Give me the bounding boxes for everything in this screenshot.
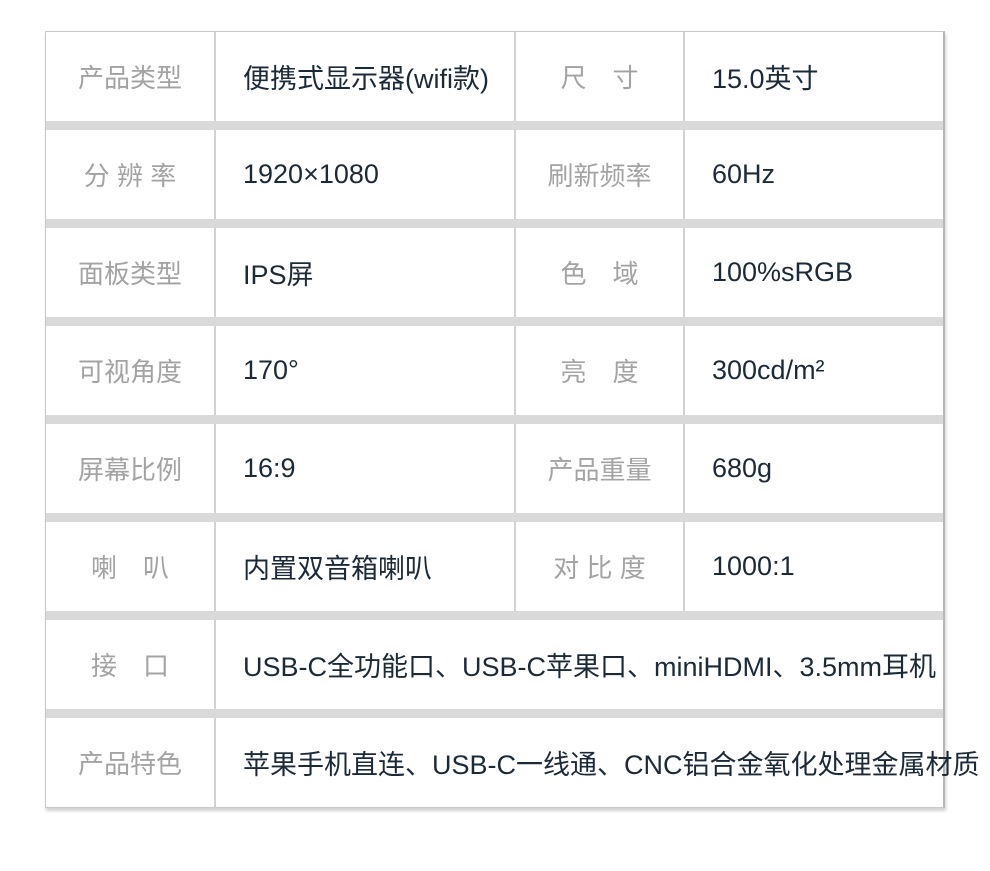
spec-label-size: 尺 寸 xyxy=(514,32,683,121)
spec-label-features: 产品特色 xyxy=(77,749,182,779)
spec-label-refresh-rate: 刷新频率 xyxy=(514,130,683,219)
spec-row-features: 产品特色 苹果手机直连、USB-C一线通、CNC铝合金氧化处理金属材质 xyxy=(46,718,980,807)
spec-label-panel-type: 面板类型 xyxy=(77,259,182,289)
spec-row-ports: 接 口 USB-C全功能口、USB-C苹果口、miniHDMI、3.5mm耳机 xyxy=(46,620,943,718)
spec-value-aspect-ratio: 16:9 xyxy=(214,424,514,513)
spec-row-viewing-angle: 可视角度 170° 亮 度 300cd/m² xyxy=(46,326,943,424)
spec-label-ports: 接 口 xyxy=(90,651,169,681)
spec-row-aspect-ratio: 屏幕比例 16:9 产品重量 680g xyxy=(46,424,943,522)
spec-value-ports: USB-C全功能口、USB-C苹果口、miniHDMI、3.5mm耳机 xyxy=(214,620,943,709)
spec-label-weight: 产品重量 xyxy=(514,424,683,513)
spec-label-resolution: 分 辨 率 xyxy=(83,161,177,191)
spec-label-aspect-ratio: 屏幕比例 xyxy=(77,455,182,485)
spec-row-speaker: 喇 叭 内置双音箱喇叭 对 比 度 1000:1 xyxy=(46,522,943,620)
spec-label-brightness: 亮 度 xyxy=(514,326,683,415)
spec-value-refresh-rate: 60Hz xyxy=(683,130,943,219)
spec-label-color-gamut: 色 域 xyxy=(514,228,683,317)
spec-label-contrast: 对 比 度 xyxy=(514,522,683,611)
spec-value-panel-type: IPS屏 xyxy=(214,228,514,317)
spec-label-speaker: 喇 叭 xyxy=(90,553,169,583)
spec-row-product-type: 产品类型 便携式显示器(wifi款) 尺 寸 15.0英寸 xyxy=(46,32,943,130)
spec-value-weight: 680g xyxy=(683,424,943,513)
spec-value-size: 15.0英寸 xyxy=(683,32,943,121)
spec-value-brightness: 300cd/m² xyxy=(683,326,943,415)
spec-value-resolution: 1920×1080 xyxy=(214,130,514,219)
spec-table: 产品类型 便携式显示器(wifi款) 尺 寸 15.0英寸 分 辨 率 1920… xyxy=(45,31,980,808)
spec-row-panel-type: 面板类型 IPS屏 色 域 100%sRGB xyxy=(46,228,943,326)
spec-value-speaker: 内置双音箱喇叭 xyxy=(214,522,514,611)
spec-value-color-gamut: 100%sRGB xyxy=(683,228,943,317)
spec-value-contrast: 1000:1 xyxy=(683,522,943,611)
spec-value-viewing-angle: 170° xyxy=(214,326,514,415)
spec-row-resolution: 分 辨 率 1920×1080 刷新频率 60Hz xyxy=(46,130,943,228)
spec-label-viewing-angle: 可视角度 xyxy=(77,357,182,387)
spec-label-product-type: 产品类型 xyxy=(77,63,182,93)
spec-value-product-type: 便携式显示器(wifi款) xyxy=(214,32,514,121)
spec-value-features: 苹果手机直连、USB-C一线通、CNC铝合金氧化处理金属材质 xyxy=(214,718,980,807)
